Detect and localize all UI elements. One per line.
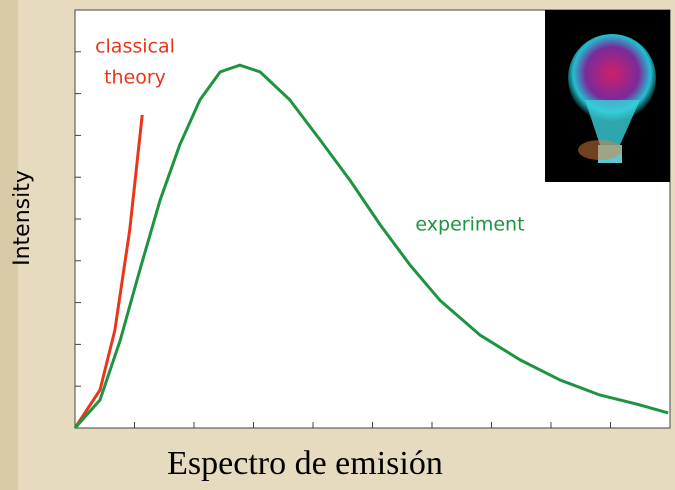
page: {"chart_data": {"type": "line", "x_label…	[0, 0, 675, 490]
chart: classical theory experiment Intensity Espe…	[0, 0, 675, 490]
bulb-image	[545, 10, 670, 182]
x-axis-label: Espectro de emisión	[167, 445, 443, 482]
series-label: theory	[104, 67, 166, 89]
series-label: classical	[95, 36, 175, 58]
bulb-reflection	[578, 140, 622, 160]
series-label: experiment	[415, 214, 524, 236]
y-axis-label: Intensity	[10, 170, 35, 266]
